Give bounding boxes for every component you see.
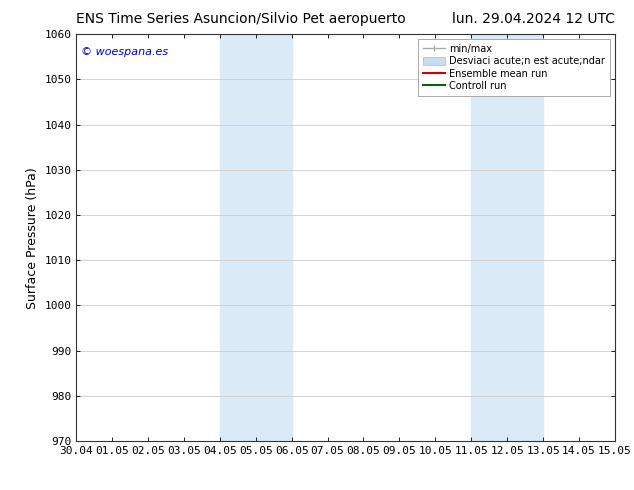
- Bar: [471, 34, 543, 441]
- Bar: [220, 34, 292, 441]
- Legend: min/max, Desviaci acute;n est acute;ndar, Ensemble mean run, Controll run: min/max, Desviaci acute;n est acute;ndar…: [418, 39, 610, 96]
- Text: © woespana.es: © woespana.es: [81, 47, 169, 56]
- Y-axis label: Surface Pressure (hPa): Surface Pressure (hPa): [25, 167, 39, 309]
- Text: ENS Time Series Asuncion/Silvio Pet aeropuerto: ENS Time Series Asuncion/Silvio Pet aero…: [76, 12, 406, 26]
- Text: lun. 29.04.2024 12 UTC: lun. 29.04.2024 12 UTC: [452, 12, 615, 26]
